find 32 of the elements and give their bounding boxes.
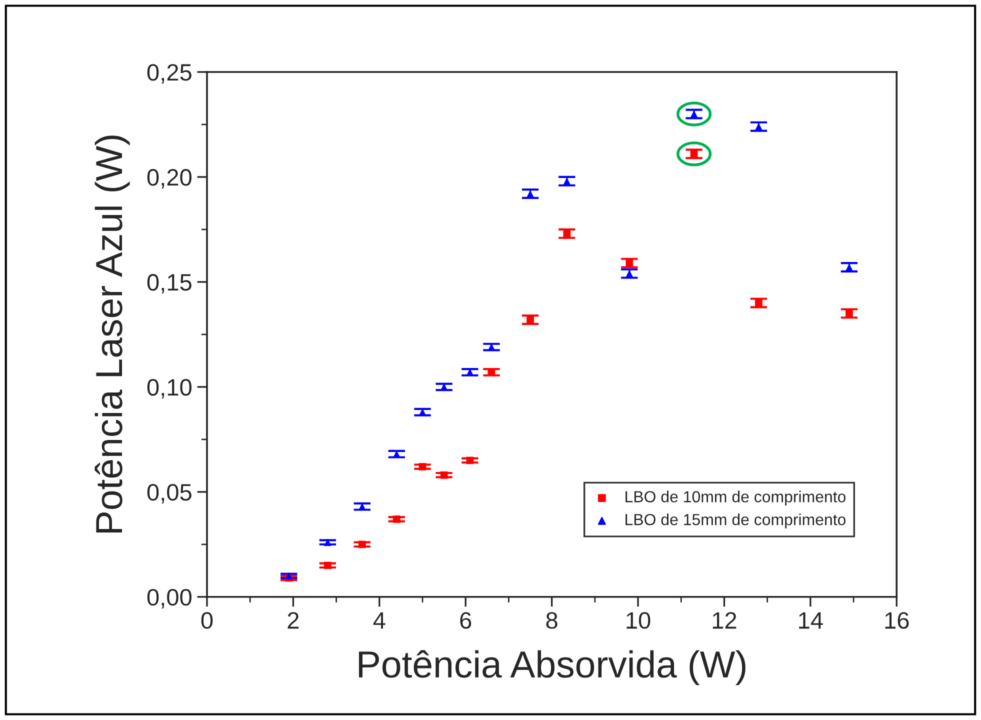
x-tick-label: 14 — [799, 612, 823, 629]
x-tick-label: 4 — [373, 612, 386, 629]
point — [324, 562, 332, 570]
y-tick-label: 0,25 — [147, 64, 192, 84]
x-tick-label: 0 — [201, 612, 213, 629]
point — [526, 316, 534, 324]
point — [324, 538, 332, 546]
y-tick-label: 0,05 — [147, 484, 192, 504]
x-tick-label: 6 — [460, 612, 472, 629]
x-tick-label: 16 — [885, 612, 909, 629]
x-tick-label: 8 — [546, 612, 558, 629]
y-axis-title: Potência Laser Azul (W) — [94, 136, 130, 532]
point — [626, 259, 634, 267]
y-tick-label: 0,15 — [147, 274, 192, 294]
point — [418, 463, 426, 470]
y-tick-label: 0,00 — [147, 588, 192, 608]
point — [392, 516, 400, 523]
x-tick-label: 2 — [288, 612, 299, 629]
y-tick-label: 0,20 — [147, 169, 192, 189]
point — [358, 540, 366, 548]
y-tick-label: 0,10 — [147, 378, 192, 399]
point — [755, 299, 762, 307]
point — [466, 456, 474, 464]
x-tick-label: 12 — [712, 612, 736, 629]
point — [440, 471, 448, 479]
point — [563, 178, 571, 185]
legend-label: LBO de 15mm de comprimento — [626, 514, 846, 528]
point — [846, 310, 853, 318]
point — [563, 230, 571, 238]
x-axis-title: Potência Absorvida (W) — [358, 650, 746, 686]
x-tick-label: 10 — [626, 612, 650, 629]
legend-label: LBO de 10mm de comprimento — [626, 490, 846, 506]
